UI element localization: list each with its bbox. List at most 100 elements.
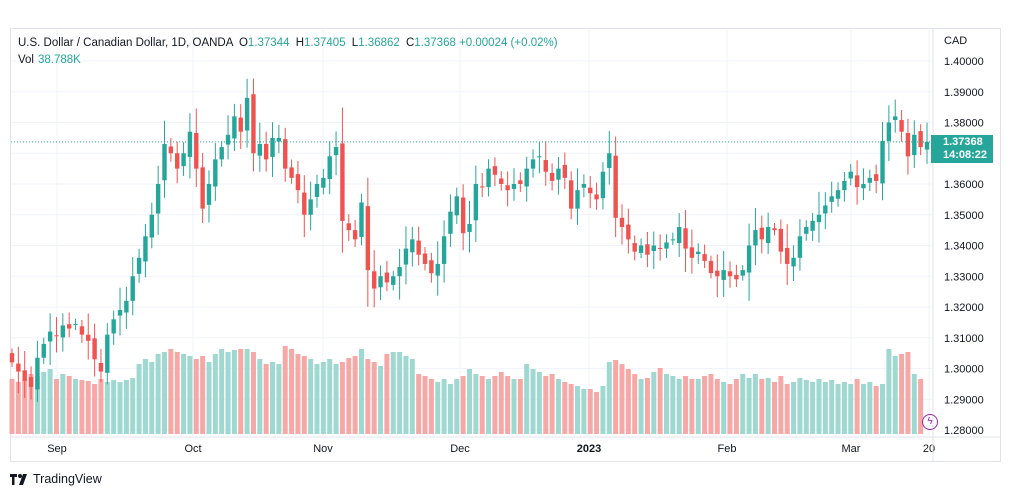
volume-bar — [397, 352, 403, 434]
volume-bar — [346, 358, 352, 434]
open-value: 1.37344 — [247, 37, 290, 49]
volume-bar — [22, 379, 28, 434]
y-tick-label: 1.40000 — [944, 56, 984, 68]
x-tick-label: Oct — [184, 443, 201, 455]
y-tick-label: 1.39000 — [944, 87, 984, 99]
candle-body — [524, 168, 529, 187]
volume-bar — [270, 362, 276, 434]
volume-bar — [454, 379, 460, 434]
candle-body — [200, 167, 205, 209]
volume-bar — [15, 382, 21, 434]
volume-bar — [651, 372, 657, 434]
candle-body — [73, 323, 78, 325]
candle-body — [715, 270, 720, 277]
candle-body — [562, 164, 568, 178]
candle-body — [492, 166, 498, 175]
candle-body — [410, 239, 415, 253]
candle-body — [86, 334, 91, 341]
candle-body — [543, 160, 548, 172]
candle-body — [505, 185, 510, 191]
volume-bar — [587, 389, 593, 434]
candle-body — [785, 247, 790, 264]
volume-bar — [721, 382, 727, 434]
x-tick-label: Feb — [718, 443, 737, 455]
close-value: 1.37368 — [414, 37, 456, 49]
volume-bar — [727, 384, 733, 434]
volume-bar — [447, 384, 453, 434]
volume-bar — [263, 364, 269, 434]
volume-bar — [695, 379, 701, 434]
volume-bar — [282, 346, 288, 434]
candle-body — [448, 211, 453, 234]
countdown-timer: 14:08:22 — [943, 149, 988, 161]
candle-body — [429, 260, 434, 274]
volume-bar — [829, 380, 835, 434]
low-value: 1.36862 — [358, 37, 400, 49]
candle-body — [321, 177, 326, 188]
candle-body — [302, 192, 307, 215]
volume-bar — [104, 382, 110, 434]
candle-body — [797, 236, 803, 258]
candle-body — [257, 144, 263, 156]
candle-body — [289, 167, 294, 178]
volume-bar — [505, 376, 511, 434]
candle-body — [206, 184, 212, 205]
candle-body — [613, 155, 618, 218]
symbol-legend: U.S. Dollar / Canadian Dollar, 1D, OANDA… — [18, 35, 558, 52]
volume-bar — [822, 382, 828, 434]
candle-body — [689, 247, 695, 258]
volume-bar — [123, 380, 129, 434]
volume-bar — [594, 392, 600, 434]
tradingview-logo-icon — [10, 473, 27, 485]
volume-bar — [358, 349, 364, 434]
candle-body — [155, 184, 161, 214]
volume-bar — [289, 349, 295, 434]
candle-body — [873, 174, 879, 181]
candle-body — [47, 331, 53, 342]
volume-bar — [854, 379, 860, 434]
volume-bar — [683, 376, 689, 434]
volume-bar — [663, 374, 669, 434]
volume-bar — [899, 354, 905, 434]
volume-bar — [892, 356, 898, 434]
candle-body — [556, 168, 561, 180]
candle-body — [219, 147, 224, 160]
volume-bar — [886, 349, 892, 434]
volume-bar — [409, 359, 415, 434]
footer-brand[interactable]: TradingView — [10, 472, 102, 486]
volume-bar — [34, 376, 40, 434]
volume-label: Vol — [18, 54, 34, 66]
volume-bar — [301, 356, 307, 434]
volume-bar — [619, 364, 625, 434]
candle-body — [740, 270, 745, 276]
candle-body — [823, 205, 828, 214]
volume-bar — [416, 374, 422, 434]
candle-body — [467, 223, 472, 232]
y-tick-label: 1.30000 — [944, 364, 984, 376]
candle-body — [435, 263, 440, 276]
candle-body — [530, 159, 536, 169]
candle-body — [734, 275, 739, 280]
candle-body — [835, 190, 841, 199]
volume-bar — [130, 378, 136, 434]
x-tick-label: Sep — [47, 443, 67, 455]
candle-body — [651, 245, 656, 252]
volume-bar — [295, 354, 301, 434]
volume-bar — [549, 374, 555, 434]
change-value: +0.00024 (+0.02%) — [459, 37, 558, 49]
candle-body — [810, 220, 815, 231]
candle-body — [867, 177, 873, 183]
candle-body — [638, 245, 644, 253]
volume-bar — [365, 359, 371, 434]
volume-bar — [562, 382, 568, 434]
candle-body — [727, 271, 733, 277]
candle-body — [66, 324, 72, 329]
lightning-bolt-icon[interactable]: ϟ — [922, 414, 938, 430]
volume-bar — [543, 376, 549, 434]
candle-body — [92, 338, 97, 360]
candle-body — [276, 137, 282, 142]
candle-body — [378, 276, 383, 288]
candle-body — [549, 172, 555, 181]
high-label: H — [295, 37, 305, 49]
